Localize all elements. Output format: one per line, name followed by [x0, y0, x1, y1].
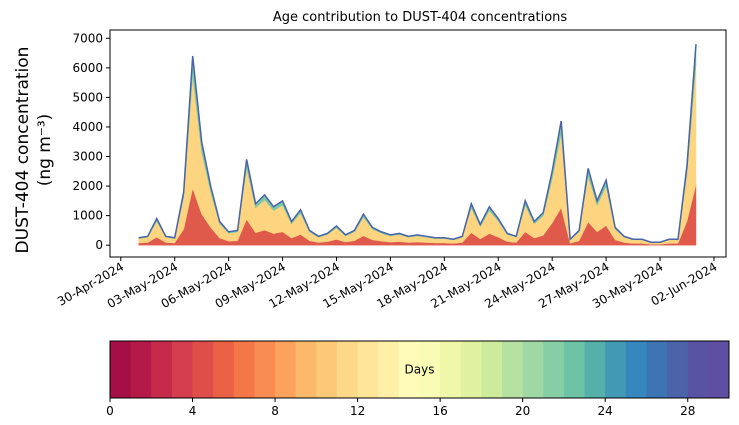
- colorbar-cell: [481, 341, 503, 398]
- colorbar-cell: [213, 341, 235, 398]
- colorbar-cell: [233, 341, 255, 398]
- colorbar-cell: [646, 341, 668, 398]
- colorbar-cell: [275, 341, 297, 398]
- colorbar-cell: [667, 341, 689, 398]
- colorbar-label: Days: [405, 363, 435, 377]
- colorbar-cell: [295, 341, 317, 398]
- colorbar-cell: [687, 341, 709, 398]
- y-tick-label: 2000: [72, 179, 103, 193]
- colorbar-cell: [440, 341, 462, 398]
- plot-frame: [109, 29, 727, 258]
- y-tick-label: 1000: [72, 209, 103, 223]
- y-tick-label: 7000: [72, 31, 103, 45]
- colorbar-cell: [584, 341, 606, 398]
- colorbar-cell: [357, 341, 379, 398]
- colorbar-tick-label: 8: [271, 404, 279, 418]
- y-tick-label: 4000: [72, 120, 103, 134]
- y-tick-label: 6000: [72, 61, 103, 75]
- colorbar-frame: [109, 340, 730, 399]
- colorbar-cell: [625, 341, 647, 398]
- colorbar-cell: [502, 341, 524, 398]
- colorbar-cell: [130, 341, 152, 398]
- colorbar-tick-label: 24: [598, 404, 613, 418]
- colorbar-cell: [522, 341, 544, 398]
- y-axis-label: DUST-404 concentration: [13, 47, 33, 254]
- colorbar-cell: [254, 341, 276, 398]
- colorbar-cell: [563, 341, 586, 398]
- colorbar-cell: [708, 341, 730, 398]
- colorbar-cell: [192, 341, 214, 398]
- y-tick-label: 3000: [72, 150, 103, 164]
- colorbar-cell: [378, 341, 400, 398]
- colorbar-cell: [419, 341, 441, 398]
- colorbar-cell: [151, 341, 173, 398]
- colorbar-cell: [398, 341, 420, 398]
- colorbar-cell: [543, 341, 565, 398]
- colorbar-tick-label: 16: [432, 404, 447, 418]
- colorbar-cell: [316, 341, 338, 398]
- colorbar-tick-label: 20: [515, 404, 530, 418]
- colorbar-cell: [110, 341, 132, 398]
- colorbar-cell: [460, 341, 482, 398]
- y-axis-label: (ng m⁻³): [35, 114, 55, 187]
- top-line: [138, 44, 697, 243]
- y-tick-label: 0: [95, 238, 103, 252]
- colorbar-cell: [605, 341, 627, 398]
- colorbar-tick-label: 12: [350, 404, 365, 418]
- colorbar-cell: [171, 341, 194, 398]
- chart-title: Age contribution to DUST-404 concentrati…: [273, 10, 568, 25]
- y-tick-label: 5000: [72, 90, 103, 104]
- colorbar-tick-label: 4: [189, 404, 197, 418]
- colorbar-tick-label: 0: [106, 404, 114, 418]
- colorbar-cell: [336, 341, 359, 398]
- colorbar-tick-label: 28: [680, 404, 695, 418]
